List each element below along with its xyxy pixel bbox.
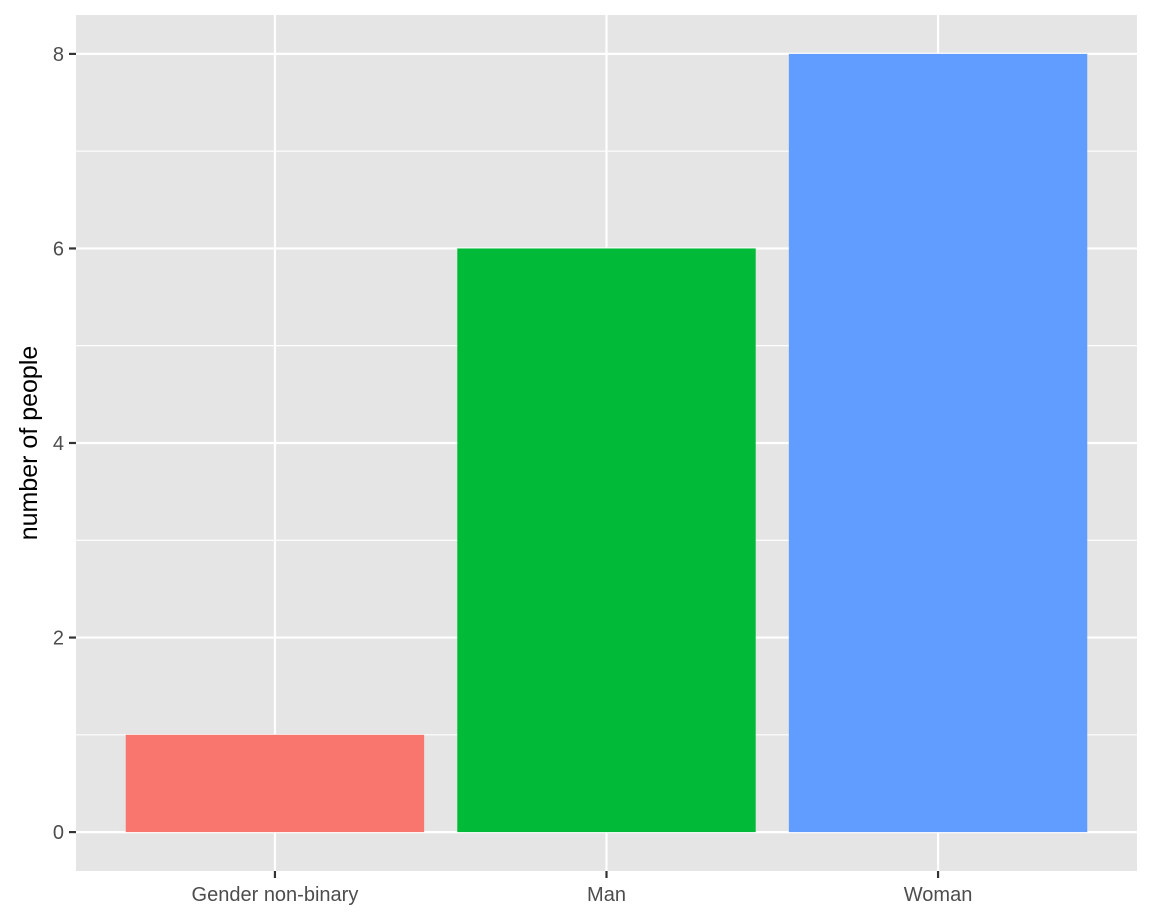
x-tick-label: Woman (904, 884, 973, 906)
x-tick-label: Gender non-binary (192, 884, 359, 906)
y-tick-label: 4 (53, 433, 64, 455)
x-axis: Gender non-binary Man Woman (192, 871, 973, 906)
y-tick-label: 6 (53, 238, 64, 260)
y-axis-title: number of people (15, 346, 43, 541)
y-tick-label: 0 (53, 822, 64, 844)
bar (125, 734, 425, 833)
bar (788, 53, 1088, 833)
bars (125, 53, 1088, 833)
bar (457, 248, 756, 833)
y-tick-label: 2 (53, 628, 64, 650)
x-tick-label: Man (587, 884, 626, 906)
y-tick-label: 8 (53, 44, 64, 66)
y-axis: 0 2 4 6 8 (53, 44, 76, 844)
